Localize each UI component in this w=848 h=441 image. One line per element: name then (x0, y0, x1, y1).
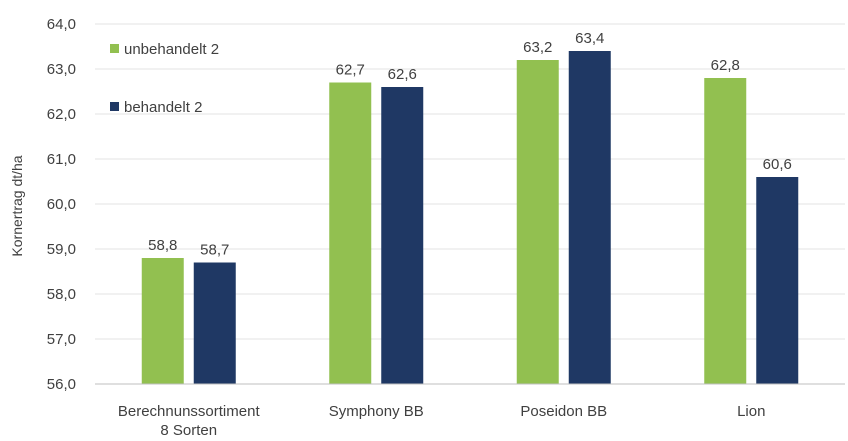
data-label: 62,6 (388, 66, 417, 83)
data-label: 58,8 (148, 237, 177, 254)
x-axis-categories: Berechnunssortiment 8 Sorten Symphony BB Po… (118, 403, 766, 439)
data-label: 62,7 (336, 62, 365, 79)
x-category-label: Symphony BB (329, 403, 424, 420)
y-tick-label: 61,0 (47, 151, 76, 168)
y-tick-label: 56,0 (47, 376, 76, 393)
y-tick-label: 64,0 (47, 16, 76, 33)
legend-swatch-unbehandelt (110, 44, 119, 53)
data-label: 63,2 (523, 39, 552, 56)
x-category-label: Poseidon BB (520, 403, 607, 420)
bar (704, 78, 747, 384)
y-tick-label: 57,0 (47, 331, 76, 348)
bar (516, 60, 559, 384)
bar (756, 177, 799, 384)
data-label: 60,6 (763, 156, 792, 173)
y-tick-label: 62,0 (47, 106, 76, 123)
y-axis-ticks: 56,0 57,0 58,0 59,0 60,0 61,0 62,0 63,0 64,0 (47, 16, 76, 393)
bar (193, 262, 236, 384)
bars (141, 51, 799, 384)
data-label: 63,4 (575, 30, 604, 47)
x-category-label: Lion (737, 403, 765, 420)
y-tick-label: 60,0 (47, 196, 76, 213)
y-tick-label: 63,0 (47, 61, 76, 78)
legend-swatch-behandelt (110, 102, 119, 111)
data-labels: 58,8 58,7 62,7 62,6 63,2 63,4 62,8 60,6 (148, 30, 792, 259)
x-category-label: Berechnunssortiment (118, 403, 261, 420)
bar (141, 258, 184, 384)
y-tick-label: 58,0 (47, 286, 76, 303)
legend-label-behandelt: behandelt 2 (124, 99, 202, 116)
legend-label-unbehandelt: unbehandelt 2 (124, 41, 219, 58)
bar (568, 51, 611, 384)
legend: unbehandelt 2 behandelt 2 (110, 41, 219, 116)
y-tick-label: 59,0 (47, 241, 76, 258)
bar (381, 87, 424, 384)
x-category-label: 8 Sorten (160, 422, 217, 439)
y-axis-title: Kornertrag dt/ha (9, 155, 25, 256)
data-label: 62,8 (711, 57, 740, 74)
bar (329, 82, 372, 384)
data-label: 58,7 (200, 242, 229, 259)
